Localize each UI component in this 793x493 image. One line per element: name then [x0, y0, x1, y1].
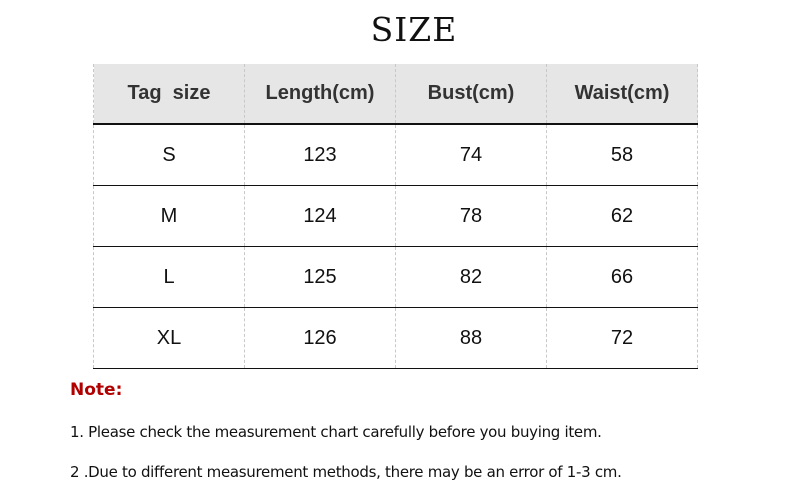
cell-length: 123 — [244, 124, 396, 186]
header-length: Length(cm) — [244, 64, 396, 125]
table-row: L 125 82 66 — [93, 246, 698, 308]
cell-size: M — [93, 185, 245, 247]
cell-length: 124 — [244, 185, 396, 247]
note-item-2: 2 .Due to different measurement methods,… — [70, 463, 622, 481]
cell-bust: 74 — [395, 124, 547, 186]
cell-length: 125 — [244, 246, 396, 308]
cell-bust: 78 — [395, 185, 547, 247]
header-bust: Bust(cm) — [395, 64, 547, 125]
table-row: XL 126 88 72 — [93, 307, 698, 369]
table-row: M 124 78 62 — [93, 185, 698, 247]
header-waist: Waist(cm) — [546, 64, 698, 125]
cell-size: S — [93, 124, 245, 186]
header-tag-size: Tag size — [93, 64, 245, 125]
size-table: Tag size Length(cm) Bust(cm) Waist(cm) S… — [93, 64, 698, 369]
cell-size: L — [93, 246, 245, 308]
note-label: Note: — [70, 380, 123, 400]
note-item-1: 1. Please check the measurement chart ca… — [70, 423, 602, 441]
cell-waist: 62 — [546, 185, 698, 247]
cell-bust: 82 — [395, 246, 547, 308]
table-header-row: Tag size Length(cm) Bust(cm) Waist(cm) — [93, 64, 698, 125]
page-title: SIZE — [370, 10, 458, 49]
cell-bust: 88 — [395, 307, 547, 369]
cell-waist: 58 — [546, 124, 698, 186]
cell-size: XL — [93, 307, 245, 369]
cell-waist: 66 — [546, 246, 698, 308]
cell-length: 126 — [244, 307, 396, 369]
table-row: S 123 74 58 — [93, 124, 698, 186]
cell-waist: 72 — [546, 307, 698, 369]
